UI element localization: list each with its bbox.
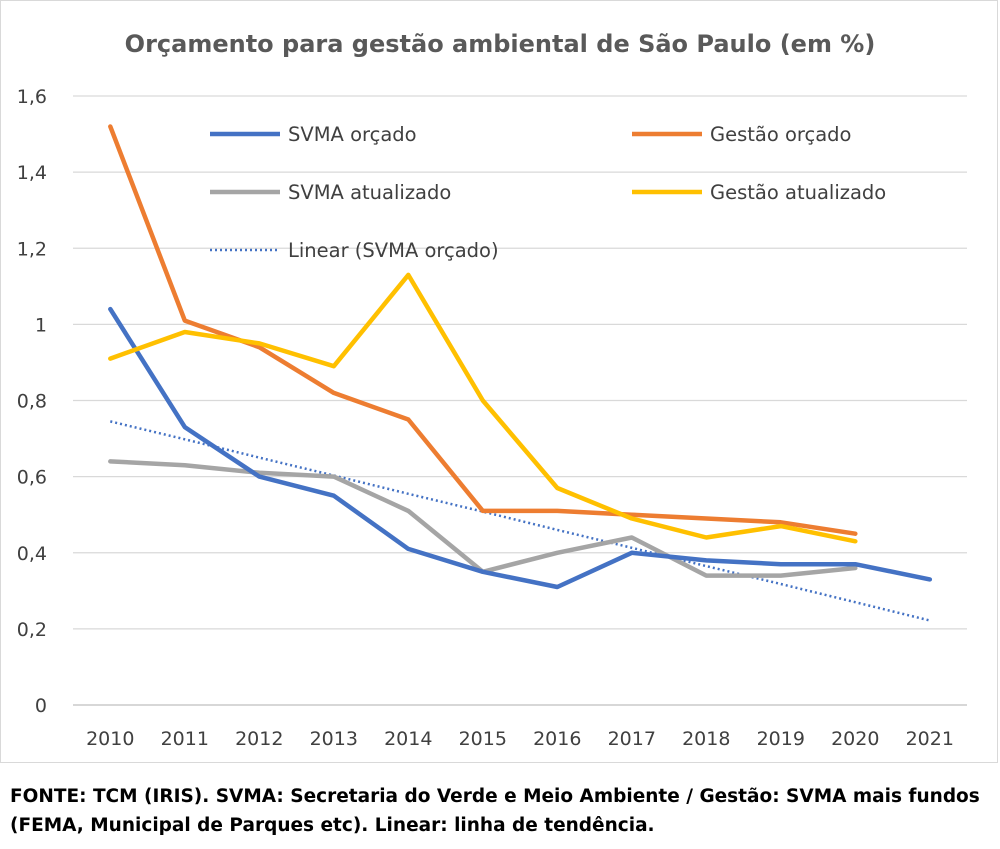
source-note: FONTE: TCM (IRIS). SVMA: Secretaria do V…: [10, 786, 980, 836]
x-tick-label: 2020: [831, 728, 879, 750]
x-tick-label: 2016: [533, 728, 581, 750]
x-tick-label: 2013: [310, 728, 358, 750]
y-tick-label: 1,4: [17, 162, 47, 184]
legend-label-4: Linear (SVMA orçado): [288, 239, 499, 262]
x-tick-label: 2012: [235, 728, 283, 750]
x-tick-label: 2019: [757, 728, 805, 750]
line-chart: Orçamento para gestão ambiental de São P…: [17, 30, 967, 750]
x-tick-label: 2014: [384, 728, 432, 750]
x-tick-label: 2018: [682, 728, 730, 750]
series-lines: [108, 124, 933, 622]
y-tick-label: 0,2: [17, 619, 47, 641]
chart-frame: [0, 0, 998, 763]
legend-label-1: Gestão orçado: [710, 123, 852, 146]
chart-title: Orçamento para gestão ambiental de São P…: [125, 30, 876, 58]
legend: SVMA orçado Gestão orçado SVMA atualizado G…: [210, 123, 886, 262]
y-axis-tick-labels: 0 0,2 0,4 0,6 0,8 1 1,2 1,4 1,6: [17, 86, 47, 717]
y-tick-label: 1: [35, 314, 47, 336]
x-tick-label: 2010: [86, 728, 134, 750]
x-tick-label: 2015: [459, 728, 507, 750]
legend-label-3: Gestão atualizado: [710, 181, 886, 204]
x-tick-label: 2017: [608, 728, 656, 750]
legend-label-0: SVMA orçado: [288, 123, 417, 146]
series-line-0: [108, 306, 933, 590]
x-tick-label: 2021: [906, 728, 954, 750]
series-line-3: [108, 272, 858, 544]
legend-label-2: SVMA atualizado: [288, 181, 451, 204]
y-tick-label: 1,2: [17, 238, 47, 260]
y-tick-label: 0,8: [17, 391, 47, 413]
gridlines: [73, 95, 967, 706]
x-tick-label: 2011: [161, 728, 209, 750]
y-tick-label: 0,4: [17, 543, 47, 565]
series-line-4: [110, 420, 931, 622]
x-axis-tick-labels: 2010 2011 2012 2013 2014 2015 2016 2017 2018 2019…: [86, 728, 954, 750]
y-tick-label: 0: [35, 695, 47, 717]
y-tick-label: 0,6: [17, 467, 47, 489]
y-tick-label: 1,6: [17, 86, 47, 108]
